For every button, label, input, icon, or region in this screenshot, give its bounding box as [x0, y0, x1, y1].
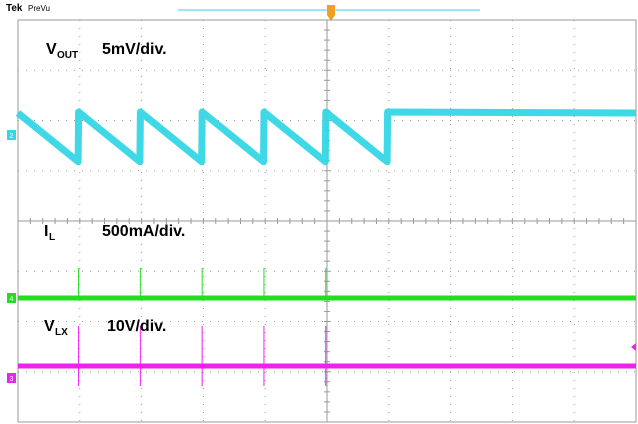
trigger-position-marker: [327, 5, 335, 21]
vlx-label-main: V: [44, 318, 55, 335]
graticule: [17, 19, 637, 423]
il-scale-label: 500mA/div.: [102, 223, 185, 240]
vlx-scale-label: 10V/div.: [107, 318, 166, 335]
vout-label-sub: OUT: [57, 50, 78, 61]
ch3-marker: 3: [7, 373, 16, 383]
ch2-marker: 2: [7, 130, 16, 140]
ch4-marker-label: 4: [10, 296, 14, 303]
il-label: I L 500mA/div.: [44, 223, 185, 243]
vout-trace: [15, 108, 637, 166]
vout-scale-label: 5mV/div.: [102, 41, 167, 58]
ch4-marker: 4: [7, 293, 16, 303]
vlx-label-sub: LX: [55, 327, 68, 338]
traces: [15, 108, 637, 386]
trigger-level-marker: [631, 343, 636, 351]
vlx-label: V LX 10V/div.: [44, 318, 166, 338]
il-label-main: I: [44, 223, 48, 240]
vout-label: V OUT 5mV/div.: [46, 41, 167, 61]
acquisition-mode-label: PreVu: [28, 4, 50, 13]
il-label-sub: L: [49, 232, 55, 243]
ch3-marker-label: 3: [10, 376, 14, 383]
brand-label: Tek: [6, 3, 23, 14]
vout-label-main: V: [46, 41, 57, 58]
ch2-marker-label: 2: [10, 133, 14, 140]
